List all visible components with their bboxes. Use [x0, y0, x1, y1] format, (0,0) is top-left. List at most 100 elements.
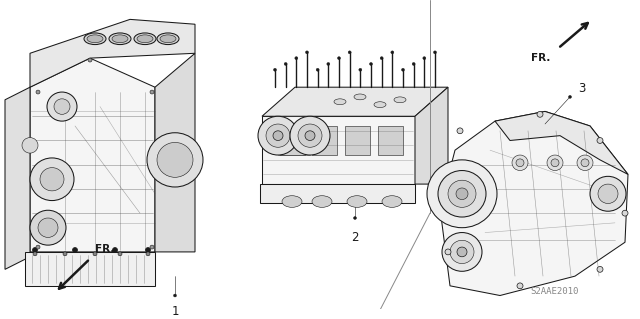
Circle shape — [457, 128, 463, 134]
Text: S2AAE2010: S2AAE2010 — [530, 286, 579, 295]
Ellipse shape — [109, 33, 131, 45]
Circle shape — [359, 68, 362, 71]
Circle shape — [258, 116, 298, 155]
Circle shape — [597, 266, 603, 272]
Circle shape — [298, 124, 322, 147]
Circle shape — [173, 294, 177, 297]
Circle shape — [380, 57, 383, 60]
Circle shape — [577, 155, 593, 171]
Ellipse shape — [354, 94, 366, 100]
Polygon shape — [30, 19, 195, 87]
Circle shape — [423, 57, 426, 60]
Circle shape — [353, 217, 356, 219]
Circle shape — [305, 51, 308, 54]
Circle shape — [590, 176, 626, 211]
Ellipse shape — [160, 35, 176, 43]
Ellipse shape — [394, 97, 406, 103]
Circle shape — [145, 248, 150, 252]
Circle shape — [157, 142, 193, 177]
Circle shape — [598, 184, 618, 204]
Ellipse shape — [312, 196, 332, 207]
Circle shape — [30, 210, 66, 245]
Polygon shape — [345, 126, 370, 155]
Circle shape — [457, 247, 467, 257]
Circle shape — [448, 180, 476, 207]
Text: FR.: FR. — [95, 244, 115, 254]
Ellipse shape — [112, 35, 128, 43]
Polygon shape — [440, 111, 628, 295]
Circle shape — [442, 233, 482, 271]
Circle shape — [516, 159, 524, 167]
Circle shape — [38, 218, 58, 237]
Circle shape — [47, 92, 77, 121]
Circle shape — [517, 283, 523, 289]
Circle shape — [551, 159, 559, 167]
Circle shape — [337, 57, 340, 60]
Circle shape — [290, 116, 330, 155]
Circle shape — [537, 111, 543, 117]
Circle shape — [33, 252, 37, 256]
Circle shape — [427, 160, 497, 228]
Circle shape — [412, 63, 415, 65]
Circle shape — [88, 58, 92, 62]
Circle shape — [36, 90, 40, 94]
Circle shape — [391, 51, 394, 54]
Circle shape — [33, 248, 38, 252]
Circle shape — [118, 252, 122, 256]
Circle shape — [445, 249, 451, 255]
Circle shape — [512, 155, 528, 171]
Circle shape — [93, 252, 97, 256]
Polygon shape — [30, 58, 155, 252]
Polygon shape — [495, 111, 628, 174]
Ellipse shape — [134, 33, 156, 45]
Polygon shape — [312, 126, 337, 155]
Ellipse shape — [282, 196, 302, 207]
Circle shape — [581, 159, 589, 167]
Circle shape — [369, 63, 372, 65]
Circle shape — [147, 133, 203, 187]
Circle shape — [266, 124, 290, 147]
Circle shape — [273, 68, 276, 71]
Ellipse shape — [347, 196, 367, 207]
Circle shape — [36, 245, 40, 249]
Circle shape — [401, 68, 404, 71]
Polygon shape — [262, 116, 415, 184]
Ellipse shape — [87, 35, 103, 43]
Circle shape — [54, 99, 70, 114]
Circle shape — [40, 167, 64, 191]
Ellipse shape — [84, 33, 106, 45]
Circle shape — [273, 131, 283, 140]
Text: 1: 1 — [172, 305, 179, 318]
Circle shape — [150, 90, 154, 94]
Circle shape — [113, 248, 118, 252]
Circle shape — [547, 155, 563, 171]
Circle shape — [146, 252, 150, 256]
Circle shape — [622, 210, 628, 216]
Polygon shape — [378, 126, 403, 155]
Circle shape — [72, 248, 77, 252]
Polygon shape — [260, 184, 415, 204]
Polygon shape — [155, 53, 195, 252]
Polygon shape — [25, 252, 155, 286]
Circle shape — [150, 245, 154, 249]
Circle shape — [295, 57, 298, 60]
Circle shape — [433, 51, 436, 54]
Circle shape — [597, 137, 603, 144]
Text: FR.: FR. — [531, 53, 550, 63]
Polygon shape — [415, 87, 448, 184]
Polygon shape — [5, 87, 30, 269]
Circle shape — [568, 95, 572, 98]
Polygon shape — [262, 87, 448, 116]
Circle shape — [450, 240, 474, 263]
Circle shape — [316, 68, 319, 71]
Circle shape — [456, 188, 468, 200]
Text: 2: 2 — [351, 231, 359, 244]
Ellipse shape — [382, 196, 402, 207]
Circle shape — [327, 63, 330, 65]
Circle shape — [348, 51, 351, 54]
Circle shape — [438, 171, 486, 217]
Circle shape — [22, 137, 38, 153]
Text: 3: 3 — [579, 82, 586, 95]
Ellipse shape — [137, 35, 153, 43]
Ellipse shape — [374, 102, 386, 108]
